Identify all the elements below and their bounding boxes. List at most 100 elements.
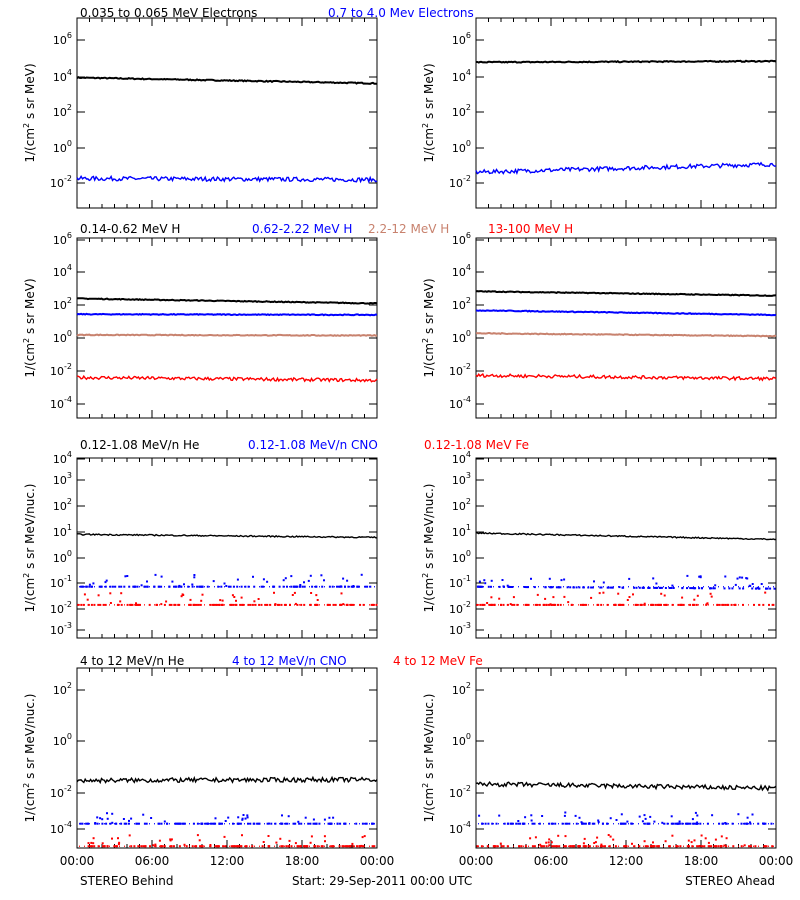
series-point [274,603,277,606]
y-tick-label: 102 [452,497,471,513]
x-tick-label: 00:00 [459,854,494,868]
series-point [183,843,186,846]
series-point [140,845,143,848]
y-axis-label-superscript: 2 [421,123,430,128]
series-point [281,822,284,825]
series-point [244,817,247,820]
series-point [276,603,279,606]
series-point [597,821,600,824]
series-point [154,845,157,848]
y-tick-label: 10-2 [449,174,471,190]
series-point [251,603,254,606]
series-point [566,586,569,589]
series-point [628,577,631,580]
series-point [357,585,360,588]
series-point [111,821,114,824]
series-point [689,822,692,825]
series-point [718,603,721,606]
y-tick-label: 10-4 [50,820,72,836]
series-point [695,603,698,606]
y-axis-label-part: 1/(cm [422,578,436,613]
series-point [479,585,482,588]
series-point [710,595,713,598]
y-tick-label: 101 [452,523,471,539]
series-point [253,600,256,603]
y-axis-label-part: 1/(cm [422,343,436,378]
series-point [355,822,358,825]
series-point [723,587,726,590]
y-tick-label: 100 [53,732,72,748]
series-point [741,576,744,579]
series-point [242,814,245,816]
series-point [329,822,332,825]
series-point [292,822,295,825]
series-point [262,841,265,843]
series-point [251,845,254,848]
series-point [331,585,334,588]
series-point [563,578,566,581]
series-point [623,845,626,848]
series-point [323,835,326,838]
y-axis-label-superscript: 2 [22,783,31,788]
y-tick-exponent: -4 [64,820,72,829]
series-point [210,822,212,825]
series-point [221,603,223,606]
plot-frame [76,667,378,849]
series-point [217,585,220,588]
y-tick-mantissa: 10 [53,453,67,466]
series-point [617,592,620,595]
y-tick-label: 10-1 [449,574,471,590]
series-point [699,575,702,578]
series-point [96,822,99,825]
series-point [569,586,572,589]
series-point [105,579,108,582]
series-point [370,603,373,606]
series-point [225,585,228,587]
series-point [701,587,703,590]
series-point [154,843,157,846]
series-point [740,822,743,825]
series-point [372,603,375,606]
series-point [126,603,129,606]
plot-frame [475,17,777,209]
series-point [307,579,310,582]
series-point [135,822,138,825]
y-tick-mantissa: 10 [53,71,67,84]
series-point [490,596,493,599]
series-point [751,583,754,585]
footer-center-label: Start: 29-Sep-2011 00:00 UTC [292,874,472,888]
series-point [309,822,312,825]
series-point [538,822,541,825]
series-point [633,845,636,848]
legend-entry: 13-100 MeV H [488,222,573,236]
series-point [120,603,123,606]
series-point [174,603,177,606]
series-point [751,813,754,816]
y-tick-mantissa: 10 [452,234,466,247]
y-axis-label-superscript: 2 [22,123,31,128]
series-point [665,603,668,606]
series-point [635,586,638,589]
y-axis-label: 1/(cm2 s sr MeV/nuc.) [421,694,436,823]
y-tick-exponent: 2 [466,681,471,690]
series-point [185,845,188,848]
series-point [595,845,598,848]
y-tick-label: 101 [53,523,72,539]
series-point [146,580,148,583]
series-point [97,845,100,848]
series-point [686,845,689,848]
series-point [479,603,482,606]
series-point [101,818,104,821]
series-point [196,834,199,837]
y-tick-mantissa: 10 [53,34,67,47]
series-point [530,814,533,817]
series-point [156,603,158,606]
y-tick-mantissa: 10 [449,787,463,800]
series-point [92,842,95,845]
series-point [693,822,696,825]
y-tick-label: 106 [53,231,72,247]
y-tick-label: 102 [452,103,471,119]
series-point [304,816,307,819]
series-point [531,822,534,825]
series-point [79,585,82,588]
